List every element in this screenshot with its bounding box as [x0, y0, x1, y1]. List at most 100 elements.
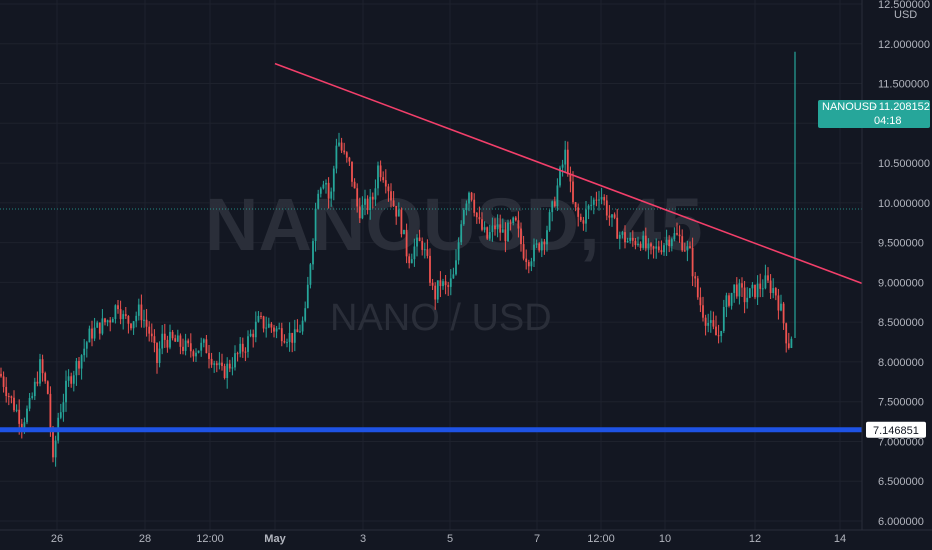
candle-body: [400, 209, 403, 235]
candle-body: [767, 275, 769, 281]
candle-body: [618, 234, 621, 239]
candle-body: [444, 281, 447, 286]
candle-body: [358, 206, 361, 219]
candle-body: [202, 339, 205, 343]
x-tick-label: 14: [834, 533, 846, 545]
candle-body: [777, 295, 780, 311]
candle-body: [236, 353, 239, 355]
candle-body: [20, 423, 23, 428]
y-tick-label: 12.000000: [878, 39, 930, 51]
candle-body: [319, 188, 322, 194]
candle-body: [340, 142, 343, 151]
candle-body: [221, 362, 223, 367]
time-axis-background: [0, 530, 932, 550]
candle-body: [158, 348, 161, 363]
currency-label: USD: [894, 9, 917, 21]
candle-body: [608, 215, 611, 218]
last-price-badge: NANOUSD - 11.208152 04:18: [818, 100, 930, 128]
candle-body: [772, 288, 775, 294]
y-tick-label: 6.000000: [878, 516, 924, 528]
candle-body: [205, 339, 208, 354]
candle-body: [288, 332, 291, 343]
candle-body: [293, 329, 296, 343]
candle-body: [392, 200, 395, 207]
candle-body: [730, 292, 733, 306]
candle-body: [553, 201, 556, 207]
candle-body: [96, 322, 99, 328]
candle-body: [187, 340, 190, 344]
candle-body: [741, 283, 743, 288]
candle-body: [109, 320, 112, 323]
candle-body: [468, 192, 470, 204]
candle-body: [309, 264, 312, 285]
candle-body: [689, 246, 691, 248]
candle-body: [286, 342, 288, 344]
candle-body: [278, 328, 281, 330]
candle-body: [574, 202, 577, 208]
candle-body: [5, 386, 8, 397]
candle-body: [717, 335, 720, 337]
candle-body: [785, 323, 788, 344]
candle-body: [361, 204, 364, 219]
candle-body: [748, 288, 751, 298]
candle-body: [317, 193, 320, 209]
candle-body: [379, 165, 382, 178]
candle-body: [605, 200, 608, 216]
time-axis[interactable]: 26 28 12:00 May 3 5 7 12:00 10 12 14: [51, 533, 846, 545]
candle-body: [644, 235, 647, 249]
candle-body: [564, 149, 567, 165]
candle-body: [624, 232, 626, 243]
candle-body: [637, 243, 639, 246]
candle-body: [169, 331, 171, 348]
candle-body: [44, 373, 47, 382]
candle-body: [759, 283, 762, 289]
candle-body: [299, 331, 301, 333]
candle-body: [735, 284, 738, 297]
candle-body: [787, 343, 790, 348]
candle-body: [80, 355, 83, 369]
candle-body: [343, 150, 346, 153]
candle-body: [247, 336, 249, 352]
candle-body: [634, 240, 637, 246]
candle-body: [156, 343, 158, 363]
price-axis[interactable]: 6.000000 6.500000 7.000000 7.500000 8.000000…: [878, 0, 930, 528]
x-tick-label: 26: [51, 533, 63, 545]
candle-body: [106, 320, 109, 323]
candle-body: [244, 351, 247, 353]
candle-body: [761, 288, 764, 290]
candle-body: [59, 412, 62, 418]
candle-body: [192, 351, 195, 357]
candle-body: [663, 245, 665, 253]
candle-body: [104, 318, 106, 323]
candle-body: [197, 350, 200, 353]
candle-body: [348, 157, 351, 162]
candle-body: [504, 229, 507, 242]
candle-body: [65, 380, 67, 403]
y-tick-label: 7.000000: [878, 436, 924, 448]
candle-body: [119, 309, 122, 320]
candle-body: [338, 142, 340, 146]
candle-body: [210, 358, 213, 365]
candle-body: [764, 275, 767, 289]
candle-body: [720, 330, 723, 337]
candle-body: [397, 209, 400, 217]
candle-body: [314, 208, 317, 242]
candle-body: [525, 258, 528, 263]
candle-body: [478, 217, 481, 220]
candle-body: [403, 229, 405, 235]
candle-body: [782, 303, 785, 324]
candle-body: [335, 145, 338, 169]
candle-body: [670, 239, 673, 247]
candle-body: [442, 281, 444, 287]
trend-line[interactable]: [274, 62, 871, 288]
candle-body: [405, 229, 408, 257]
x-tick-label: 12:00: [587, 533, 615, 545]
candle-body: [33, 381, 36, 397]
candle-body: [647, 243, 650, 249]
candle-body: [148, 326, 151, 334]
candle-body: [465, 203, 468, 210]
candle-body: [676, 233, 678, 235]
candle-body: [111, 318, 114, 323]
candle-body: [746, 297, 749, 303]
